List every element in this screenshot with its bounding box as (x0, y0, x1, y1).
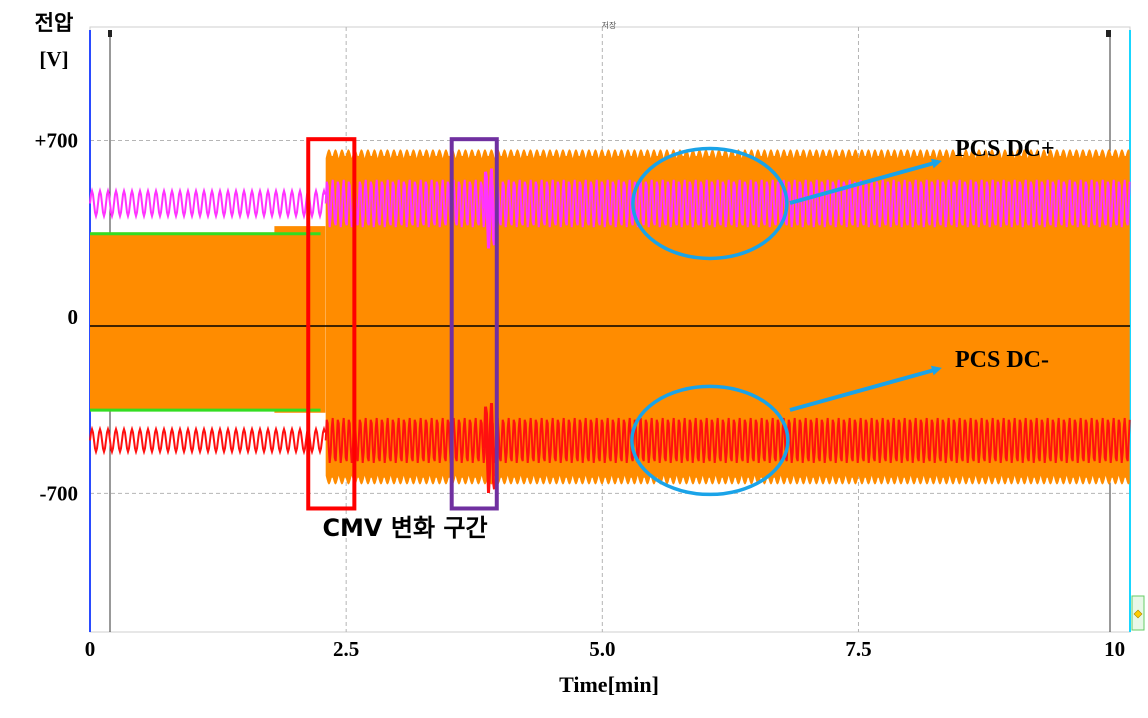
annotation-layer (306, 137, 942, 511)
pcs-dc-plus-label: PCS DC+ (955, 136, 1055, 162)
y-axis-label-line2: [V] (39, 47, 68, 71)
y-tick-label: +700 (35, 128, 78, 152)
y-tick-labels: +700 0 -700 (35, 128, 78, 505)
y-tick-label: 0 (68, 305, 79, 329)
pcs-dc-minus-arrow (789, 365, 942, 412)
series-pcs-dc-plus (483, 168, 496, 249)
purple-box (449, 137, 499, 511)
red-box (306, 137, 357, 511)
series-pcs-dc-plus (324, 179, 1131, 228)
pcs-dc-plus-ellipse (631, 146, 789, 261)
x-tick-label: 5.0 (589, 637, 615, 661)
x-tick-label: 7.5 (845, 637, 871, 661)
pcs-dc-plus-arrow (789, 158, 942, 205)
x-tick-label: 10 (1104, 637, 1125, 661)
left-marker-handle[interactable] (108, 30, 112, 37)
series-orange-band (274, 226, 326, 413)
pcs-dc-minus-label: PCS DC- (955, 347, 1049, 373)
scroll-widget[interactable] (1131, 595, 1145, 631)
chart-title: 저장 (602, 20, 617, 30)
x-tick-label: 0 (85, 637, 96, 661)
cmv-region-label: CMV 변화 구간 (322, 514, 487, 542)
series-layer (89, 149, 1131, 493)
series-pcs-dc-minus (483, 403, 496, 493)
x-tick-labels: 0 2.5 5.0 7.5 10 (85, 637, 1125, 661)
series-pcs-dc-plus (89, 187, 326, 220)
series-pcs-dc-minus (89, 425, 326, 456)
y-tick-label: -700 (40, 481, 79, 505)
x-tick-label: 2.5 (333, 637, 359, 661)
series-orange-band (325, 149, 1130, 485)
series-pcs-dc-minus (324, 417, 1131, 463)
series-orange-band (90, 232, 320, 411)
y-axis-label-line1: 전압 (35, 11, 74, 35)
pcs-dc-minus-ellipse (630, 384, 790, 497)
right-marker-handle[interactable] (1106, 30, 1111, 37)
x-axis-label: Time[min] (559, 672, 659, 697)
